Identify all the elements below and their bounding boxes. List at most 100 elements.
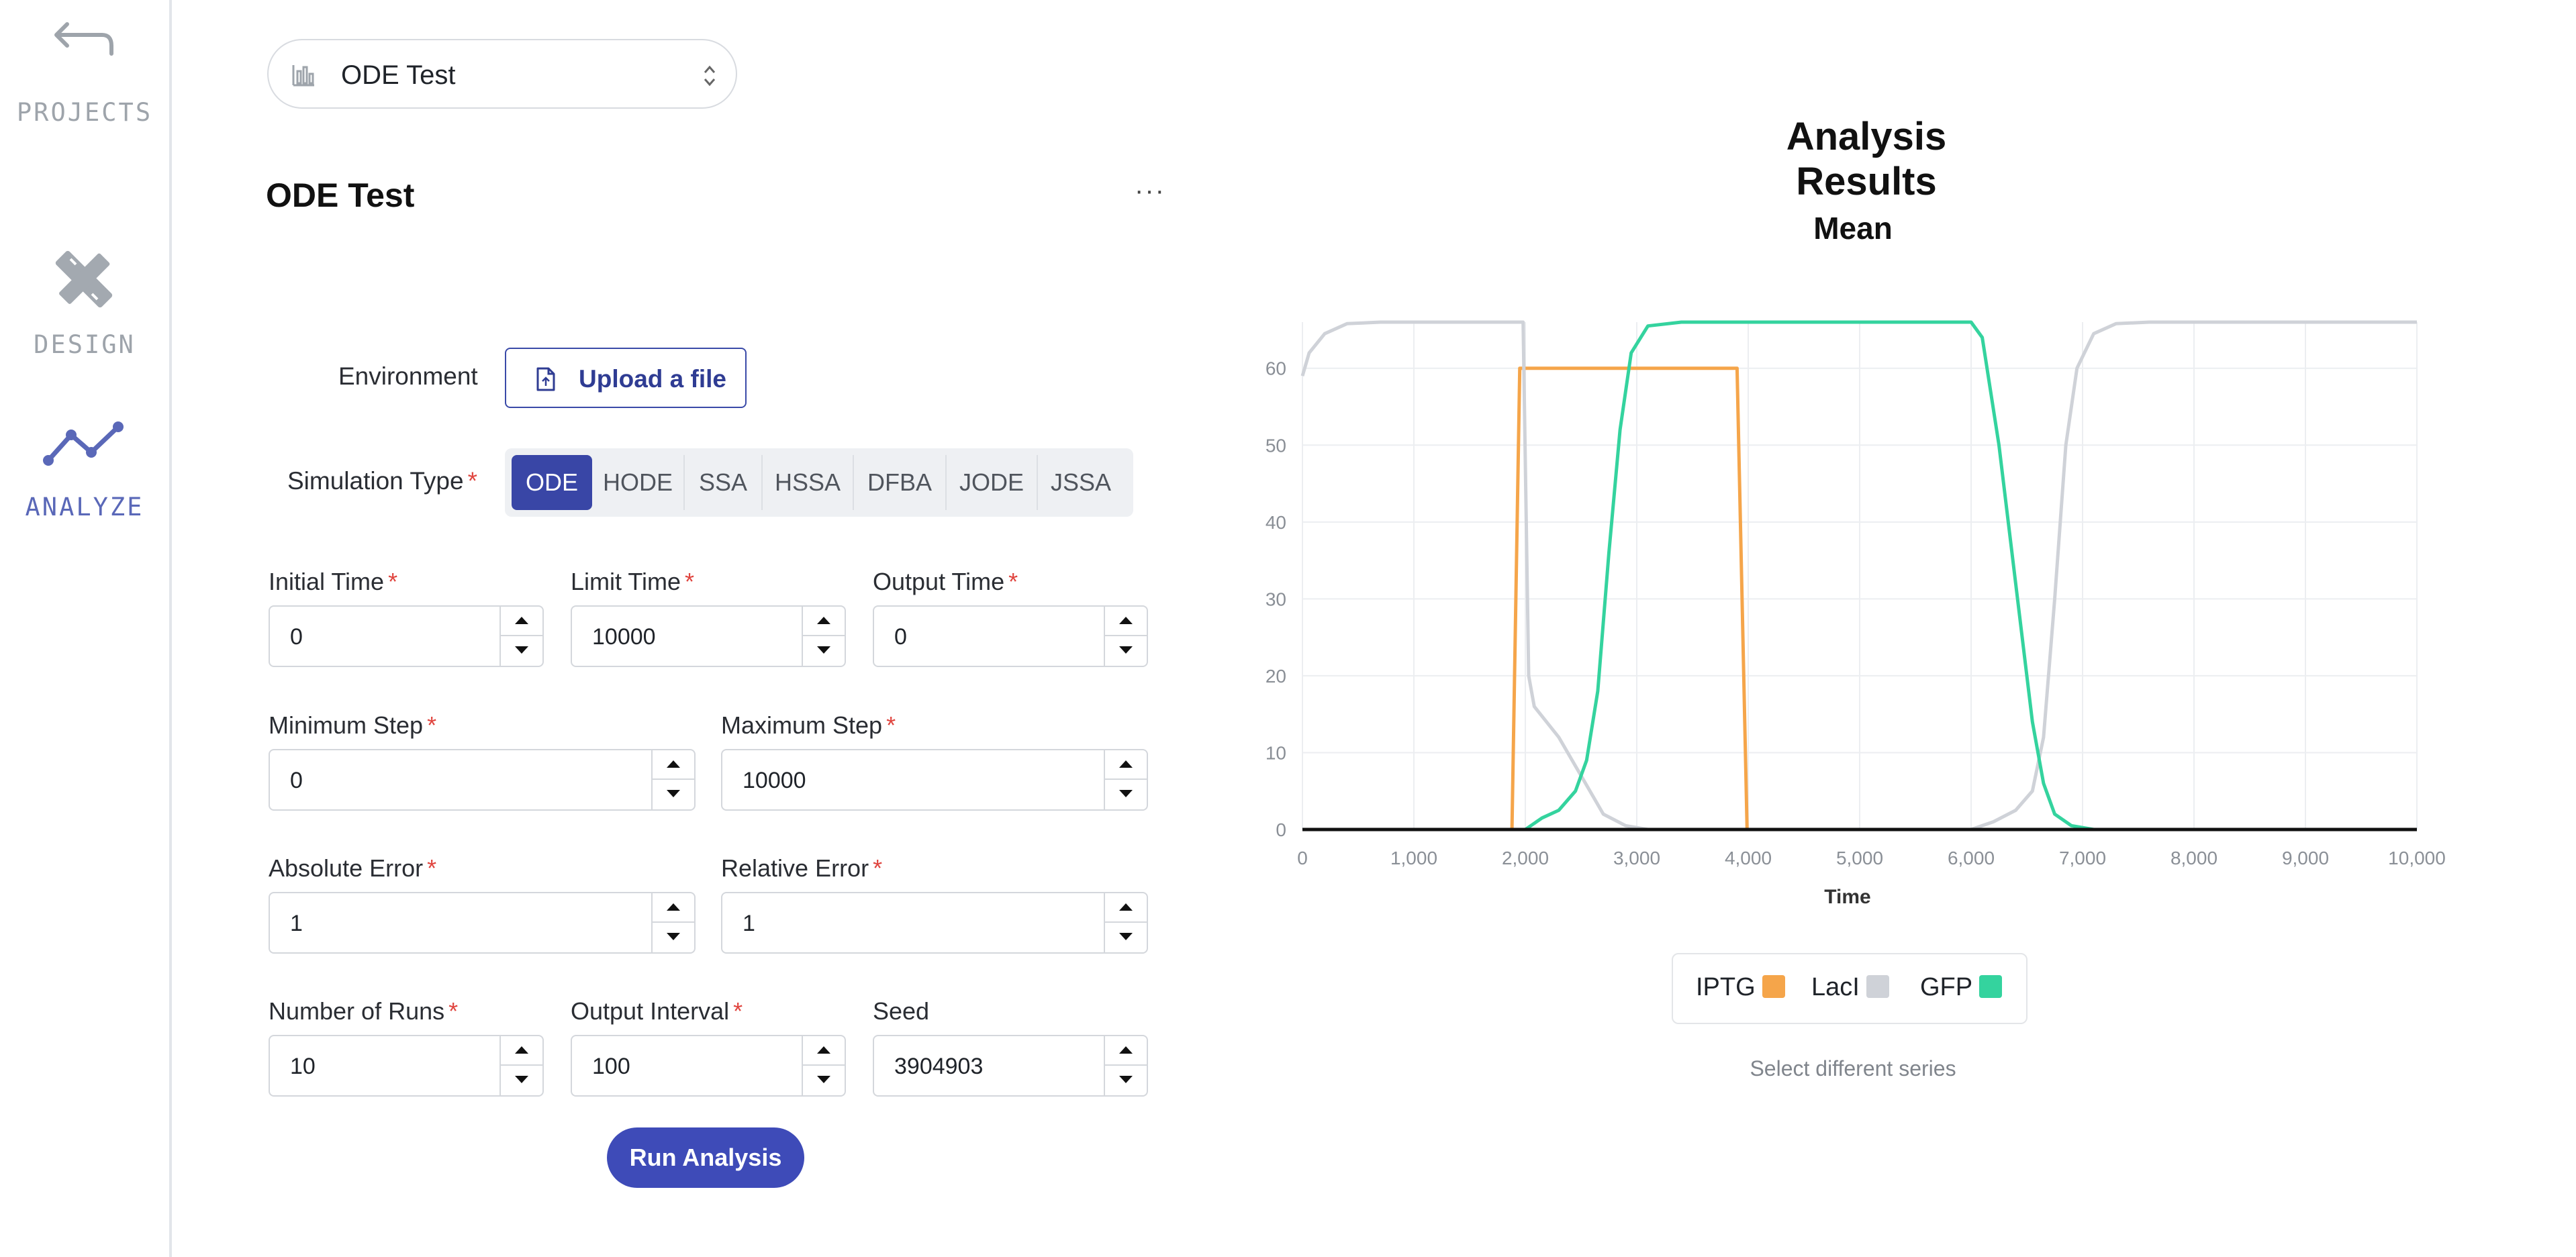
simtype-option-jode[interactable]: JODE: [945, 455, 1037, 510]
x-tick-label: 5,000: [1836, 848, 1883, 868]
input-value: 10: [290, 1054, 316, 1079]
field-label-text: Output Time: [873, 568, 1005, 595]
simulation-type-selector: ODE HODE SSA HSSA DFBA JODE JSSA: [505, 448, 1133, 517]
legend-item-gfp[interactable]: GFP: [1920, 973, 2003, 1002]
simtype-option-jssa[interactable]: JSSA: [1037, 455, 1124, 510]
x-tick-label: 4,000: [1725, 848, 1772, 868]
absolute-error-label: Absolute Error *: [269, 854, 436, 883]
input-value: 0: [894, 624, 907, 650]
decrement-button[interactable]: [1105, 636, 1147, 666]
decrement-button[interactable]: [803, 636, 845, 666]
field-label-text: Output Interval: [571, 997, 730, 1025]
number-of-runs-input[interactable]: 10: [269, 1035, 544, 1097]
legend-swatch: [1762, 975, 1785, 998]
mean-line-chart: Mean 0 10 20 30 40 50 60 0 1,000 2,000 3,000 4,000…: [1266, 211, 2446, 908]
legend-swatch: [1979, 975, 2003, 998]
simulation-type-label-text: Simulation Type: [287, 467, 464, 495]
chart-grid: [1302, 322, 2418, 830]
number-stepper: [1104, 750, 1147, 809]
analysis-selector[interactable]: ODE Test: [267, 39, 737, 109]
sidebar-item-label: DESIGN: [34, 330, 136, 359]
x-tick-label: 10,000: [2388, 848, 2446, 868]
field-label-text: Initial Time: [269, 568, 385, 595]
minimum-step-input[interactable]: 0: [269, 749, 696, 811]
selector-value: ODE Test: [341, 60, 456, 90]
legend-label: IPTG: [1696, 973, 1756, 1001]
number-stepper: [802, 1036, 845, 1095]
sidebar-item-design[interactable]: DESIGN: [0, 246, 169, 359]
initial-time-label: Initial Time *: [269, 568, 397, 596]
increment-button[interactable]: [1105, 893, 1147, 923]
output-time-input[interactable]: 0: [873, 605, 1148, 667]
number-stepper: [499, 607, 542, 666]
field-label-text: Number of Runs: [269, 997, 445, 1025]
decrement-button[interactable]: [653, 923, 694, 952]
relative-error-input[interactable]: 1: [721, 892, 1148, 954]
environment-label: Environment: [338, 362, 478, 390]
required-mark: *: [467, 467, 477, 495]
increment-button[interactable]: [501, 1036, 542, 1066]
x-tick-label: 3,000: [1613, 848, 1660, 868]
increment-button[interactable]: [1105, 1036, 1147, 1066]
results-title: Analysis Results: [1786, 115, 1947, 203]
sidebar-item-analyze[interactable]: ANALYZE: [0, 419, 169, 521]
legend-label: GFP: [1920, 973, 1973, 1001]
output-interval-input[interactable]: 100: [571, 1035, 846, 1097]
sidebar-item-projects[interactable]: PROJECTS: [0, 19, 169, 127]
run-analysis-button[interactable]: Run Analysis: [607, 1127, 804, 1188]
number-stepper: [802, 607, 845, 666]
input-value: 100: [592, 1054, 630, 1079]
absolute-error-input[interactable]: 1: [269, 892, 696, 954]
required-mark: *: [1008, 568, 1018, 595]
simtype-option-hode[interactable]: HODE: [602, 468, 673, 496]
y-tick-label: 30: [1266, 589, 1286, 609]
required-mark: *: [448, 997, 459, 1025]
decrement-button[interactable]: [501, 636, 542, 666]
undo-arrow-icon: [54, 22, 113, 56]
simulation-type-label: Simulation Type *: [287, 467, 477, 495]
increment-button[interactable]: [653, 750, 694, 780]
maximum-step-label: Maximum Step *: [721, 711, 896, 740]
limit-time-input[interactable]: 10000: [571, 605, 846, 667]
upload-file-button[interactable]: Upload a file: [505, 348, 747, 408]
seed-input[interactable]: 3904903: [873, 1035, 1148, 1097]
legend-item-iptg[interactable]: IPTG: [1696, 973, 1785, 1002]
decrement-button[interactable]: [1105, 1066, 1147, 1095]
decrement-button[interactable]: [1105, 780, 1147, 809]
simtype-option-ssa[interactable]: SSA: [683, 455, 761, 510]
legend-item-laci[interactable]: LacI: [1811, 973, 1889, 1002]
simtype-option-dfba[interactable]: DFBA: [853, 455, 945, 510]
input-value: 10000: [743, 768, 806, 793]
output-time-label: Output Time *: [873, 568, 1018, 596]
increment-button[interactable]: [803, 607, 845, 636]
y-axis-ticks: 0 10 20 30 40 50 60: [1266, 358, 1286, 840]
input-value: 10000: [592, 624, 656, 650]
pencil-ruler-icon: [55, 250, 113, 308]
x-tick-label: 6,000: [1948, 848, 1995, 868]
decrement-button[interactable]: [1105, 923, 1147, 952]
simtype-option-ode[interactable]: ODE: [512, 455, 592, 510]
maximum-step-input[interactable]: 10000: [721, 749, 1148, 811]
number-stepper: [1104, 607, 1147, 666]
upload-file-label: Upload a file: [579, 365, 726, 393]
decrement-button[interactable]: [803, 1066, 845, 1095]
increment-button[interactable]: [1105, 607, 1147, 636]
required-mark: *: [427, 854, 437, 882]
decrement-button[interactable]: [653, 780, 694, 809]
x-axis-label: Time: [1824, 886, 1870, 908]
required-mark: *: [733, 997, 743, 1025]
chart-legend: IPTG LacI GFP: [1672, 953, 2028, 1024]
sidebar-item-label: PROJECTS: [16, 98, 153, 127]
increment-button[interactable]: [501, 607, 542, 636]
x-tick-label: 8,000: [2170, 848, 2217, 868]
increment-button[interactable]: [1105, 750, 1147, 780]
initial-time-input[interactable]: 0: [269, 605, 544, 667]
increment-button[interactable]: [653, 893, 694, 923]
required-mark: *: [685, 568, 695, 595]
field-label-text: Limit Time: [571, 568, 681, 595]
increment-button[interactable]: [803, 1036, 845, 1066]
more-options-button[interactable]: ···: [1135, 176, 1165, 205]
decrement-button[interactable]: [501, 1066, 542, 1095]
simtype-option-hssa[interactable]: HSSA: [761, 455, 853, 510]
number-stepper: [1104, 893, 1147, 952]
